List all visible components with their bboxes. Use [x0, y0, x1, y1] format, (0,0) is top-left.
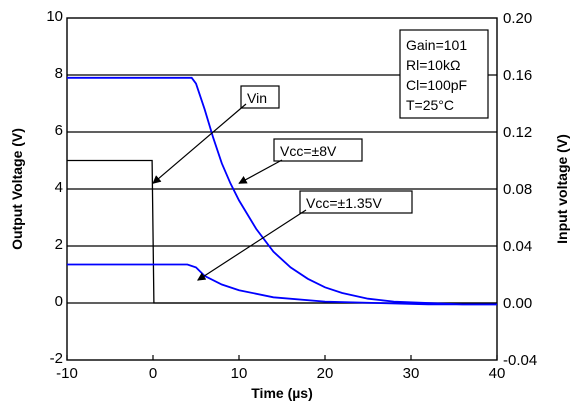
annotation-arrow-2 [197, 209, 307, 281]
y-axis-right-title: Input voltage (V) [554, 134, 570, 244]
series-line-0 [67, 159, 497, 304]
x-tick-20: 20 [317, 365, 334, 382]
annotation-vcc8-label: Vcc=±8V [280, 143, 337, 159]
annotation-arrows [152, 103, 307, 281]
y-left-tick-6: 6 [55, 122, 63, 139]
legend-cl: Cl=100pF [406, 77, 467, 93]
legend-gain: Gain=101 [406, 37, 467, 53]
series-group [67, 76, 497, 306]
y-right-tick-0.08: 0.08 [503, 181, 532, 198]
legend-temp: T=25°C [406, 97, 454, 113]
x-tick-10: 10 [231, 365, 248, 382]
annotation-vcc8: Vcc=±8V [273, 138, 363, 162]
annotation-arrow-0 [152, 103, 247, 184]
annotation-arrow-1 [238, 159, 283, 184]
legend-rl: Rl=10kΩ [406, 57, 460, 73]
x-axis-title: Time (µs) [251, 385, 313, 401]
annotation-vin: Vin [240, 85, 280, 109]
y-right-tick-0.20: 0.20 [503, 10, 532, 27]
y-right-tick-0.12: 0.12 [503, 124, 532, 141]
axis-ticks: -2 0 2 4 6 8 10 -0.04 0.00 0.04 0.08 0.12 0.16 0.20 -1… [46, 8, 537, 382]
y-axis-left-title: Output Voltage (V) [9, 128, 25, 250]
y-left-tick-4: 4 [55, 179, 63, 196]
y-right-tick-0.00: 0.00 [503, 295, 532, 312]
series-line-1 [67, 76, 497, 306]
annotation-vin-label: Vin [247, 90, 267, 106]
annotation-vcc135-label: Vcc=±1.35V [306, 195, 382, 211]
x-tick-40: 40 [489, 365, 506, 382]
y-left-tick-8: 8 [55, 65, 63, 82]
plot-frame [66, 17, 498, 361]
y-left-tick--2: -2 [50, 350, 63, 367]
x-tick-0: 0 [149, 365, 157, 382]
x-tick--10: -10 [56, 365, 78, 382]
legend-box: Gain=101 Rl=10kΩ Cl=100pF T=25°C [399, 29, 489, 119]
y-right-tick-0.16: 0.16 [503, 67, 532, 84]
y-left-tick-0: 0 [55, 293, 63, 310]
series-line-2 [67, 263, 497, 306]
y-left-tick-10: 10 [46, 8, 63, 25]
y-left-tick-2: 2 [55, 236, 63, 253]
annotation-vcc135: Vcc=±1.35V [299, 190, 413, 214]
x-tick-30: 30 [403, 365, 420, 382]
y-right-tick-0.04: 0.04 [503, 238, 532, 255]
y-right-tick--0.04: -0.04 [503, 352, 537, 369]
